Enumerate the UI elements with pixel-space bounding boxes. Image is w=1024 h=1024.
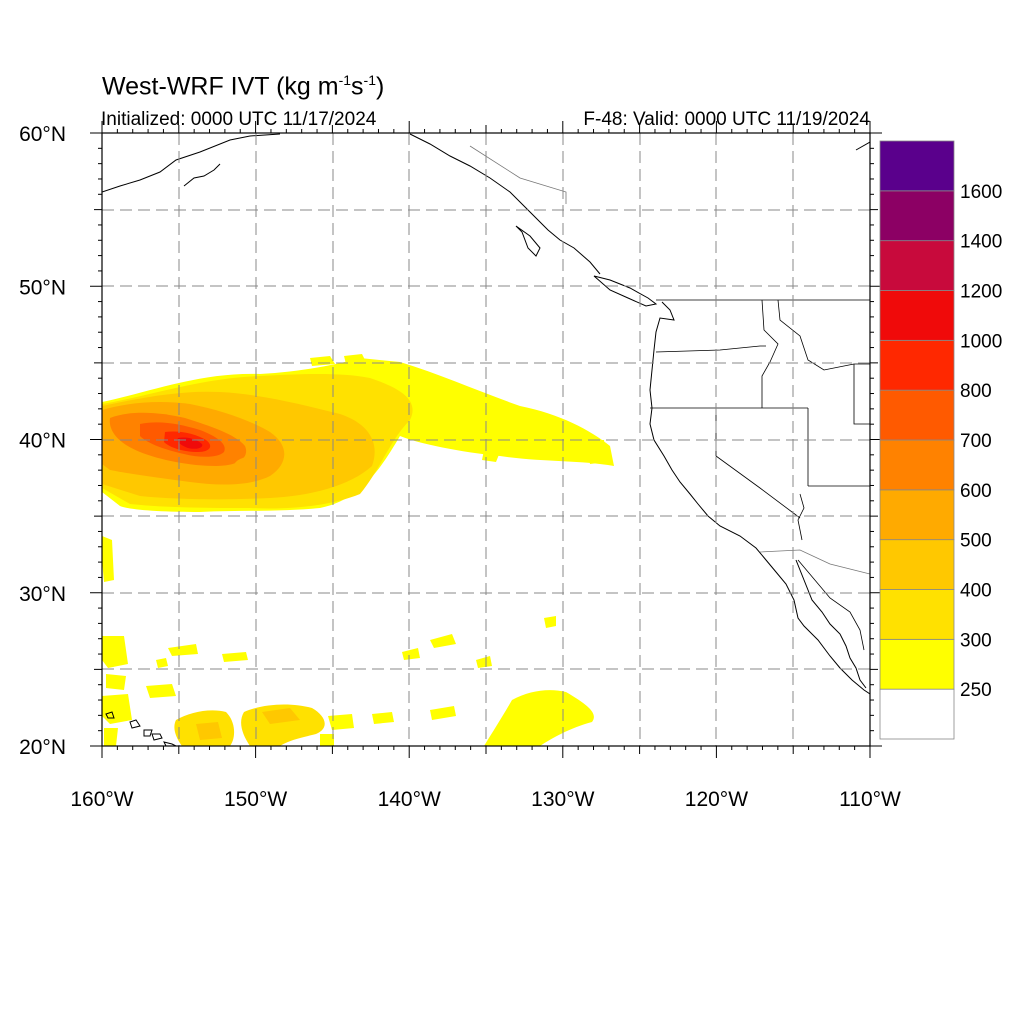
ivt-region-250-patch — [430, 634, 456, 648]
axis-ticks — [90, 121, 882, 758]
ivt-region-250-patch — [106, 674, 126, 690]
northwest-pacific-coast — [855, 141, 870, 151]
colorbar-swatch — [879, 389, 955, 441]
colorbar-label: 250 — [960, 680, 992, 701]
mexico-interior — [797, 559, 865, 651]
colorbar-swatch — [879, 140, 955, 192]
ivt-region-250-patch — [484, 690, 594, 746]
ivt-region-250-patch — [146, 684, 176, 698]
ivt-region-250-patch — [372, 712, 394, 724]
map-title: West-WRF IVT (kg m-1s-1) — [102, 72, 385, 101]
ivt-region-250-patch — [168, 644, 198, 656]
ivt-region-250-patch — [544, 616, 556, 628]
initialized-label: Initialized: 0000 UTC 11/17/2024 — [101, 109, 377, 130]
mt-id-border — [777, 299, 855, 371]
ivt-region-250-patch — [586, 440, 606, 464]
island — [151, 733, 163, 741]
ivt-region-250-patch — [102, 536, 114, 582]
ivt-region-250-patch — [402, 648, 420, 660]
colorbar-label: 1200 — [960, 282, 1002, 303]
colorbar-swatch — [879, 688, 955, 740]
colorbar-label: 1600 — [960, 182, 1002, 203]
island — [129, 719, 141, 729]
lon-tick-label: 150°W — [224, 788, 287, 811]
colorbar-swatch — [879, 190, 955, 242]
lat-tick-label: 30°N — [19, 583, 66, 606]
lon-tick-label: 120°W — [685, 788, 748, 811]
lat-tick-label: 40°N — [19, 430, 66, 453]
ivt-region-250-patch — [102, 636, 128, 668]
alaska-coastline — [102, 133, 281, 193]
southeast-alaska-coastline — [409, 133, 601, 275]
lon-tick-label: 160°W — [70, 788, 133, 811]
colorbar-swatch — [879, 589, 955, 640]
us-west-coastline — [649, 301, 870, 695]
lat-tick-label: 60°N — [19, 123, 66, 146]
colorbar-swatch — [879, 290, 955, 341]
bc-islands — [515, 225, 541, 257]
us-mexico-border — [759, 549, 870, 575]
colorbar-swatch — [879, 439, 955, 491]
ivt-region-250-patch — [344, 354, 366, 364]
colorbar-swatch — [879, 489, 955, 541]
alaska-peninsula — [183, 163, 221, 187]
lon-tick-label: 130°W — [531, 788, 594, 811]
colorbar-label: 1000 — [960, 331, 1002, 352]
ivt-region-250-patch — [320, 734, 334, 746]
ivt-region-300-patch — [241, 704, 325, 746]
ivt-region-250-patch — [328, 714, 354, 730]
az-ca-border — [797, 493, 805, 541]
lon-tick-label: 140°W — [378, 788, 441, 811]
hawaiian-islands — [105, 711, 177, 746]
ivt-region-250-patch — [102, 694, 132, 724]
gridlines — [102, 133, 870, 746]
wa-or-border — [655, 345, 766, 353]
island — [105, 711, 115, 719]
colorbar-label: 1400 — [960, 232, 1002, 253]
colorbar-label: 300 — [960, 630, 992, 651]
id-border — [761, 299, 779, 408]
lat-tick-label: 50°N — [19, 276, 66, 299]
ivt-region-250-patch — [222, 652, 248, 662]
colorbar-swatch — [879, 638, 955, 690]
colorbar-swatch — [879, 339, 955, 391]
ivt-region-250-patch — [104, 728, 118, 746]
colorbar-label: 700 — [960, 431, 992, 452]
colorbar-label: 800 — [960, 381, 992, 402]
colorbar-label: 500 — [960, 531, 992, 552]
colorbar-label: 600 — [960, 481, 992, 502]
colorbar-swatch — [879, 240, 955, 291]
ivt-region-250-patch — [156, 658, 168, 668]
ak-bc-border — [469, 145, 567, 204]
ivt-region-400-patch — [196, 722, 222, 740]
valid-time-label: F-48: Valid: 0000 UTC 11/19/2024 — [583, 109, 870, 130]
ivt-region-400-patch — [262, 708, 300, 724]
ivt-region-250-patch — [476, 656, 492, 668]
colorbar-swatch — [879, 539, 955, 590]
map-panel — [90, 121, 882, 758]
axis-labels: 160°W 150°W 140°W 130°W 120°W 110°W 60°N 50°N 40… — [19, 123, 901, 811]
vancouver-island — [593, 275, 658, 307]
island — [163, 741, 177, 746]
colorbar-label: 400 — [960, 581, 992, 602]
island — [143, 729, 153, 737]
lat-tick-label: 20°N — [19, 736, 66, 759]
wy-border — [853, 363, 870, 425]
colorbar: 250 300 400 500 600 700 800 1000 1200 1400 1600 — [879, 140, 1002, 740]
political-borders — [469, 145, 870, 651]
ivt-region-250-patch — [430, 706, 456, 720]
lon-tick-label: 110°W — [839, 788, 901, 811]
